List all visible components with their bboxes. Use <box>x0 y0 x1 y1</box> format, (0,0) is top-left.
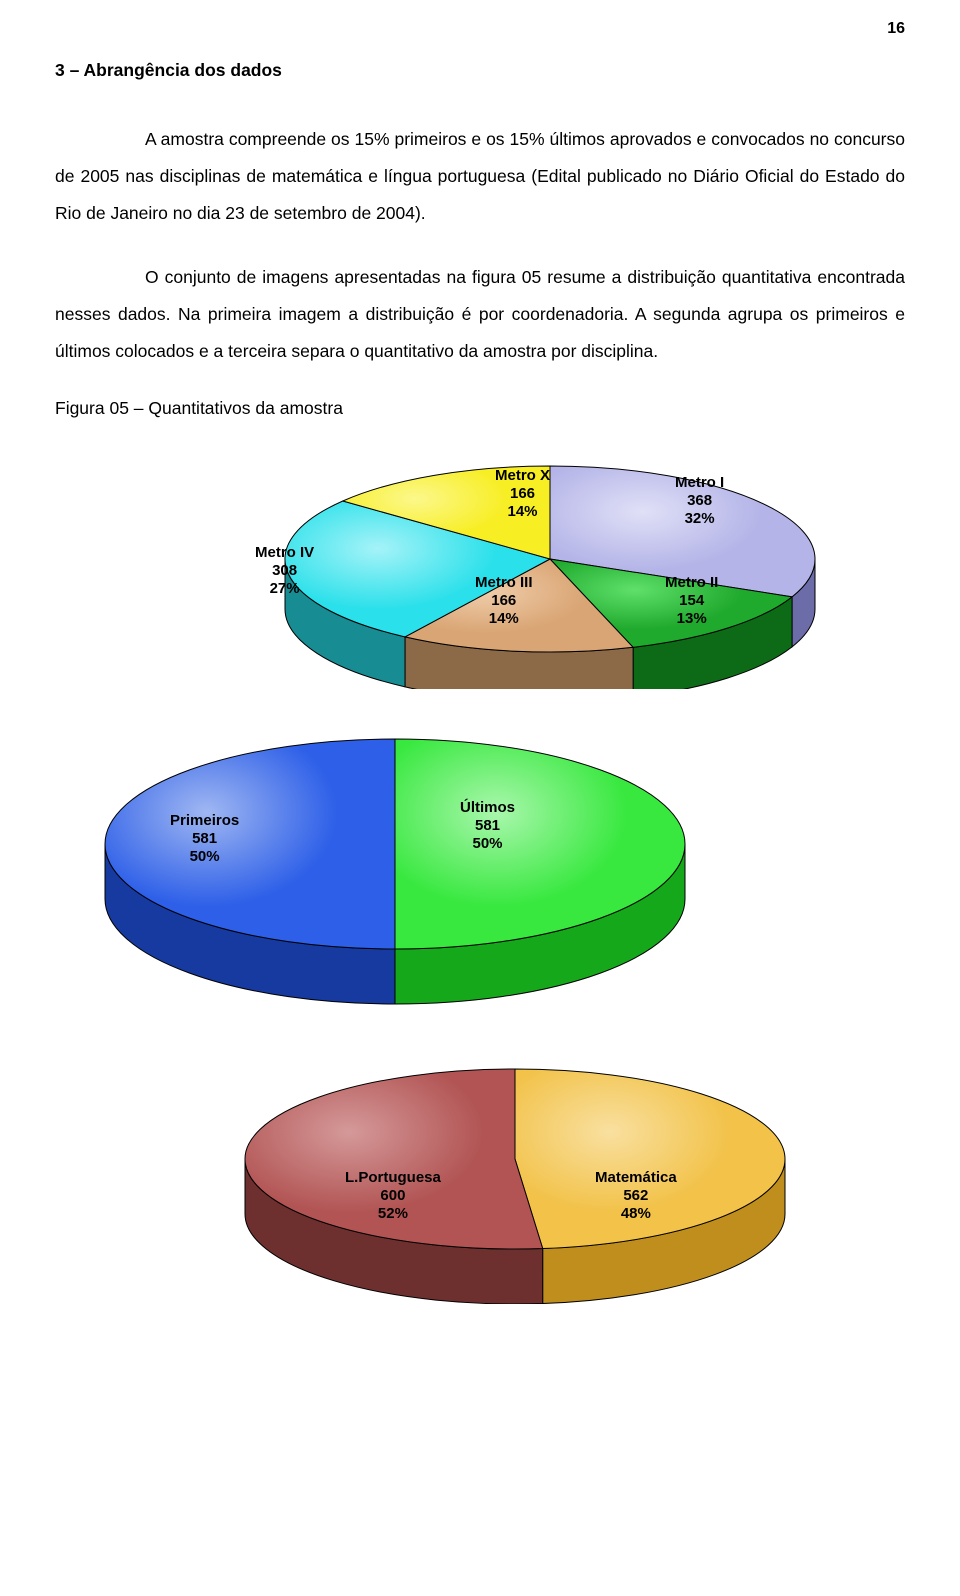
label-matematica: Matemática 562 48% <box>595 1169 677 1223</box>
chart-1-metros: Metro IV 308 27% Metro X 166 14% Metro I… <box>55 449 905 689</box>
paragraph-2: O conjunto de imagens apresentadas na fi… <box>55 259 905 369</box>
label-metro-ii: Metro II 154 13% <box>665 574 718 628</box>
label-ultimos: Últimos 581 50% <box>460 799 515 853</box>
chart-3-disciplinas: L.Portuguesa 600 52% Matemática 562 48% <box>55 1054 905 1304</box>
label-lportuguesa: L.Portuguesa 600 52% <box>345 1169 441 1223</box>
label-primeiros: Primeiros 581 50% <box>170 812 239 866</box>
label-metro-x: Metro X 166 14% <box>495 467 550 521</box>
page-number: 16 <box>887 20 905 38</box>
pie-chart-icon <box>55 724 905 1024</box>
figure-caption: Figura 05 – Quantitativos da amostra <box>55 398 905 419</box>
document-page: 16 3 – Abrangência dos dados A amostra c… <box>0 0 960 1596</box>
chart-2-primeiros-ultimos: Primeiros 581 50% Últimos 581 50% <box>55 724 905 1024</box>
label-metro-iv: Metro IV 308 27% <box>255 544 314 598</box>
label-metro-iii: Metro III 166 14% <box>475 574 533 628</box>
pie-chart-icon <box>55 449 905 689</box>
label-metro-i: Metro I 368 32% <box>675 474 724 528</box>
paragraph-1: A amostra compreende os 15% primeiros e … <box>55 121 905 231</box>
section-heading: 3 – Abrangência dos dados <box>55 60 905 81</box>
pie-chart-icon <box>55 1054 905 1304</box>
